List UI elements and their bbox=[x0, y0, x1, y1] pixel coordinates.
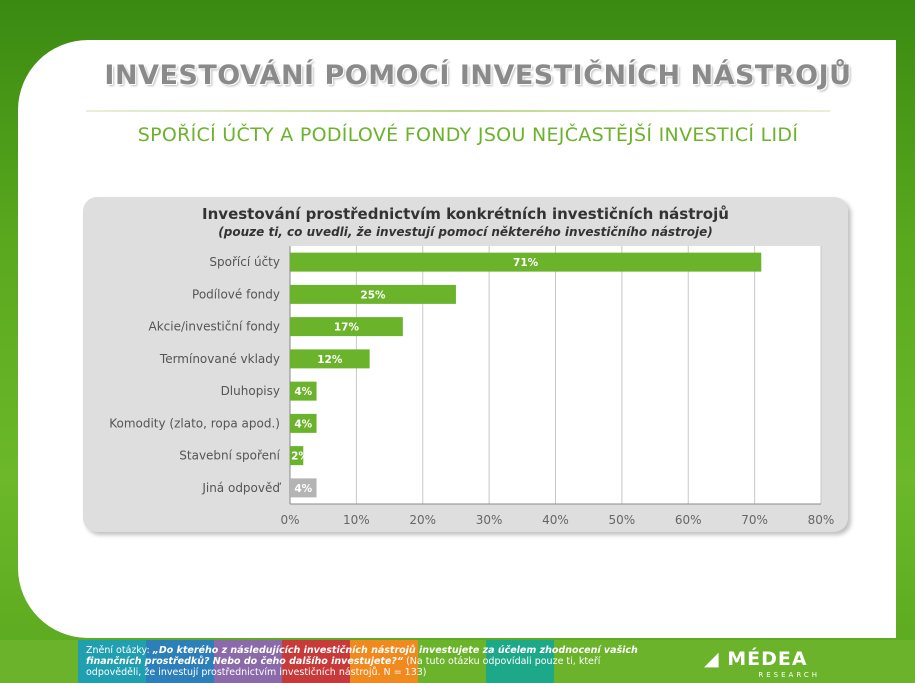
category-label: Stavební spoření bbox=[179, 449, 280, 463]
page-subtitle: SPOŘÍCÍ ÚČTY A PODÍLOVÉ FONDY JSOU NEJČA… bbox=[137, 124, 799, 146]
note-suffix: (Na tuto otázku odpovídali pouze ti, kte… bbox=[86, 656, 601, 678]
x-tick-label: 80% bbox=[808, 513, 835, 527]
note-question: „Do kterého z následujících investičních… bbox=[86, 645, 638, 667]
footer-stripe bbox=[486, 640, 554, 683]
category-label: Dluhopisy bbox=[221, 384, 280, 398]
footer-stripe bbox=[282, 640, 350, 683]
category-label: Akcie/investiční fondy bbox=[149, 320, 280, 334]
category-label: Jiná odpověď bbox=[201, 481, 281, 495]
chart-title: Investování prostřednictvím konkrétních … bbox=[202, 205, 729, 223]
footer-stripe bbox=[214, 640, 282, 683]
logo-text: ◢ MÉDEA bbox=[704, 648, 808, 670]
footer-stripe bbox=[78, 640, 146, 683]
x-tick-label: 40% bbox=[542, 513, 569, 527]
data-label: 4% bbox=[294, 418, 312, 430]
x-tick-label: 10% bbox=[343, 513, 370, 527]
medea-logo: ◢ MÉDEA RESEARCH bbox=[704, 648, 834, 679]
bar bbox=[290, 413, 317, 433]
footer-stripe bbox=[418, 640, 486, 683]
data-label: 4% bbox=[294, 386, 312, 398]
data-label: 12% bbox=[317, 354, 343, 366]
x-tick-label: 70% bbox=[741, 513, 768, 527]
note-prefix: Znění otázky: bbox=[86, 645, 153, 656]
x-tick-label: 30% bbox=[476, 513, 503, 527]
x-tick-label: 60% bbox=[675, 513, 702, 527]
data-label: 17% bbox=[334, 322, 360, 334]
category-label: Spořící účty bbox=[209, 255, 280, 269]
x-tick-label: 50% bbox=[609, 513, 636, 527]
bar bbox=[290, 349, 370, 369]
page-title: INVESTOVÁNÍ POMOCÍ INVESTIČNÍCH NÁSTROJŮ bbox=[104, 60, 852, 91]
x-tick-label: 0% bbox=[280, 513, 299, 527]
data-label: 71% bbox=[513, 257, 539, 269]
title-divider bbox=[86, 110, 830, 112]
logo-subtext: RESEARCH bbox=[758, 671, 820, 679]
x-tick-label: 20% bbox=[409, 513, 436, 527]
question-note: Znění otázky: „Do kterého z následujícíc… bbox=[86, 645, 646, 678]
bar bbox=[290, 446, 304, 466]
bar bbox=[290, 284, 456, 304]
footer-stripe bbox=[146, 640, 214, 683]
data-label: 25% bbox=[360, 289, 386, 301]
category-label: Podílové fondy bbox=[192, 287, 280, 301]
category-label: Komodity (zlato, ropa apod.) bbox=[109, 416, 280, 430]
bar bbox=[290, 381, 317, 401]
data-label: 4% bbox=[294, 483, 312, 495]
footer-stripe bbox=[350, 640, 418, 683]
category-label: Termínované vklady bbox=[159, 352, 280, 366]
chart-subtitle: (pouze ti, co uvedli, že investují pomoc… bbox=[218, 225, 713, 239]
data-label: 2% bbox=[291, 451, 309, 463]
bar bbox=[290, 252, 762, 272]
bar bbox=[290, 478, 317, 498]
logo-slash-icon: ◢ bbox=[704, 648, 728, 670]
bar bbox=[290, 317, 403, 337]
